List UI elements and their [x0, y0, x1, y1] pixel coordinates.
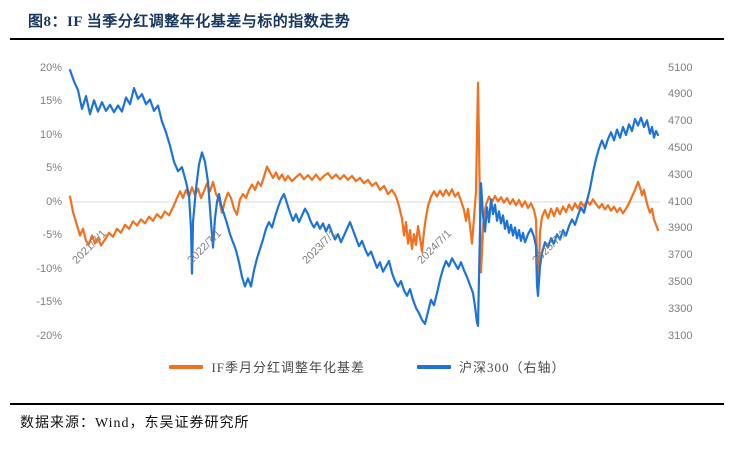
csi300-line-series	[68, 68, 660, 327]
y-axis-left-tick: -20%	[36, 329, 62, 342]
top-divider	[10, 38, 724, 40]
y-axis-left-tick: 5%	[46, 162, 62, 174]
index-legend-label: 沪深300（右轴）	[459, 360, 566, 375]
y-axis-right-tick: 4300	[668, 168, 693, 181]
y-axis-right-tick: 4900	[668, 88, 693, 101]
y-axis-left-tick: 0%	[46, 195, 62, 208]
y-axis-left-tick: 10%	[39, 128, 62, 141]
y-axis-right-tick: 3900	[668, 222, 693, 235]
y-axis-right-tick: 3100	[668, 329, 693, 342]
y-axis-right-tick: 4500	[668, 141, 693, 154]
y-axis-left-tick: 15%	[39, 95, 62, 107]
index-legend-swatch	[417, 364, 452, 369]
y-axis-left-tick: -10%	[36, 262, 62, 275]
basis-legend-swatch	[169, 364, 204, 369]
bottom-divider	[10, 403, 724, 405]
y-axis-left-tick: -15%	[36, 296, 62, 308]
y-axis-right-tick: 5100	[668, 61, 693, 74]
y-axis-left-tick: -5%	[42, 229, 62, 241]
basis-legend-label: IF季月分红调整年化基差	[211, 360, 366, 375]
y-axis-right-tick: 3300	[668, 302, 693, 315]
y-axis-left-tick: 20%	[39, 61, 62, 74]
basis-line-series	[68, 81, 660, 297]
y-axis-right-tick: 4700	[668, 115, 693, 128]
data-source-note: 数据来源：Wind，东吴证券研究所	[20, 416, 250, 431]
legend-item-basis: IF季月分红调整年化基差	[169, 357, 365, 376]
y-axis-right-tick: 3700	[668, 249, 693, 262]
legend-item-index: 沪深300（右轴）	[417, 357, 566, 376]
figure-title: 图8：IF 当季分红调整年化基差与标的指数走势	[28, 14, 351, 30]
y-axis-right-tick: 4100	[668, 195, 693, 208]
chart-legend: IF季月分红调整年化基差 沪深300（右轴）	[0, 357, 735, 376]
y-axis-right-tick: 3500	[668, 275, 693, 288]
